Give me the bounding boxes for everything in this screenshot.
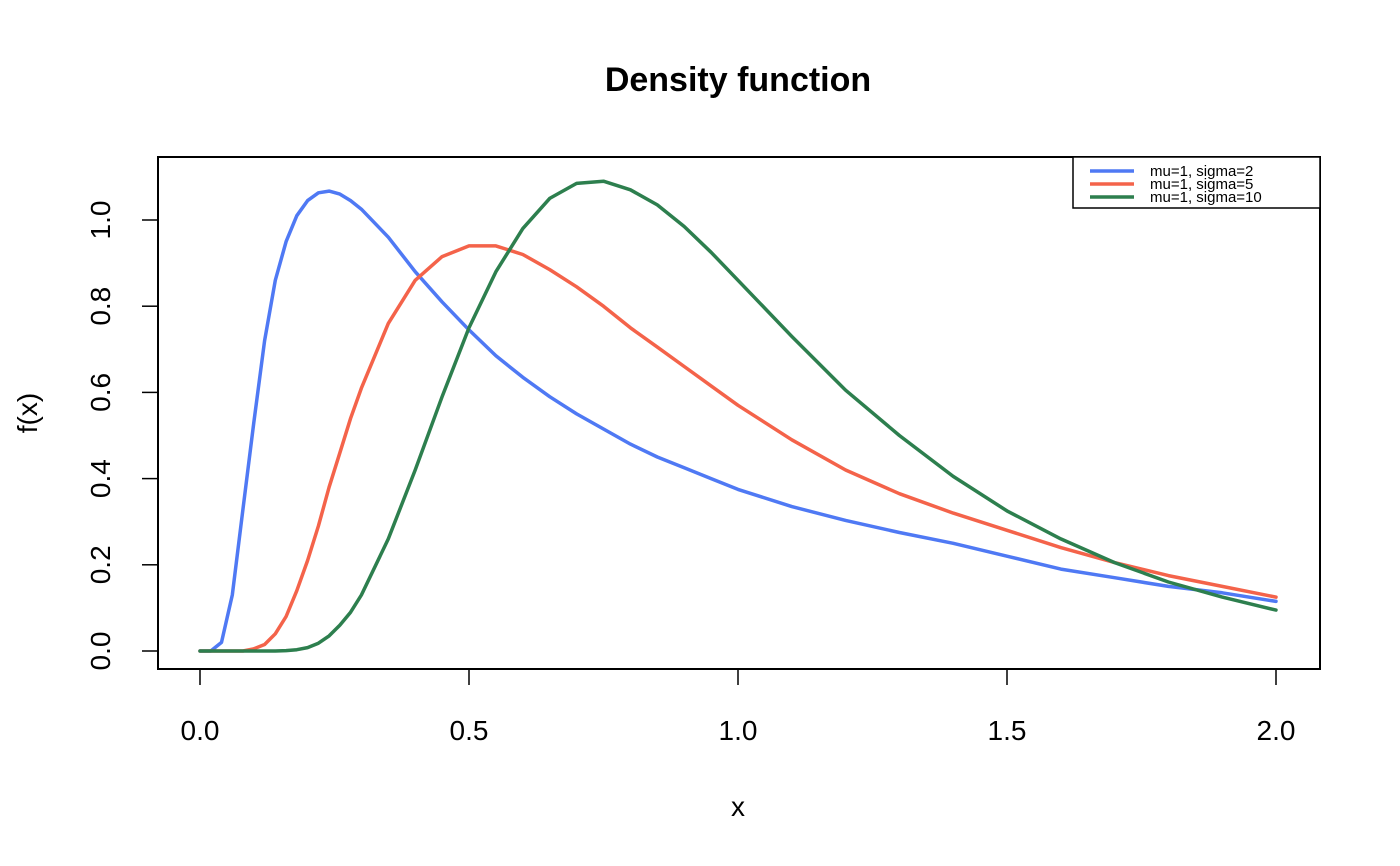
y-tick-label: 0.6: [85, 373, 116, 412]
y-axis: 0.0 0.2 0.4 0.6 0.8 1.0: [85, 201, 159, 671]
y-axis-label: f(x): [12, 393, 43, 433]
legend: mu=1, sigma=2mu=1, sigma=5mu=1, sigma=10: [1072, 156, 1321, 209]
plot-area-frame: [157, 156, 1321, 670]
legend-label-3: mu=1, sigma=10: [1150, 189, 1262, 206]
series-line-3: [198, 179, 1278, 653]
series-line-2: [198, 244, 1278, 653]
series-line-1: [198, 189, 1278, 653]
legend-label-1: mu=1, sigma=2: [1150, 163, 1253, 180]
y-tick-label: 0.8: [85, 287, 116, 326]
x-tick-label: 2.0: [1257, 715, 1296, 746]
y-tick-label: 1.0: [85, 201, 116, 240]
x-tick-label: 1.5: [988, 715, 1027, 746]
legend-label-2: mu=1, sigma=5: [1150, 176, 1253, 193]
chart-title: Density function: [605, 61, 871, 99]
x-axis: 0.0 0.5 1.0 1.5 2.0: [181, 668, 1296, 746]
x-tick-label: 1.0: [719, 715, 758, 746]
y-tick-label: 0.2: [85, 545, 116, 584]
x-tick-label: 0.0: [181, 715, 220, 746]
x-tick-label: 0.5: [450, 715, 489, 746]
x-axis-label: x: [731, 791, 745, 822]
y-tick-label: 0.0: [85, 632, 116, 671]
series-layer: [198, 179, 1278, 653]
y-tick-label: 0.4: [85, 459, 116, 498]
